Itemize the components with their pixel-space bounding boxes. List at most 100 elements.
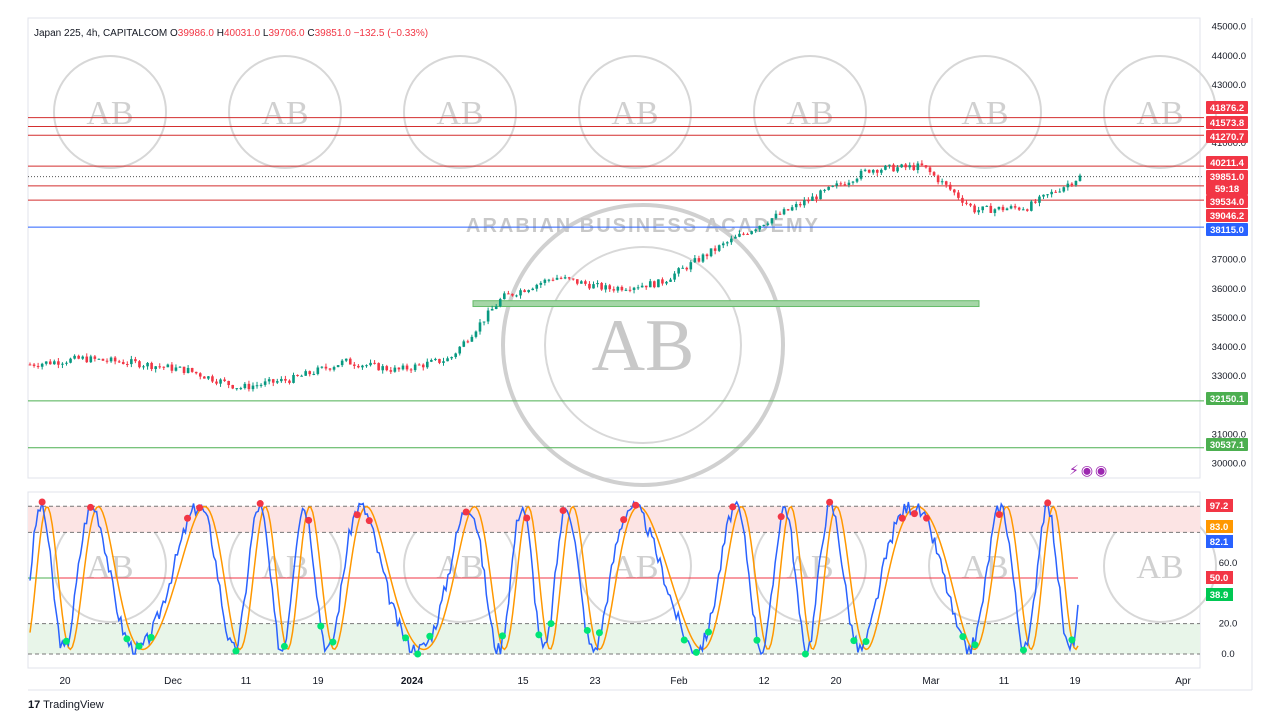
candle-body [53,361,56,365]
stoch-d-line [29,505,1079,651]
price-level-tag [1206,116,1248,129]
candle-body [997,206,1001,210]
price-tick: 41000.0 [1212,138,1246,149]
candle-body [369,362,372,366]
candle-body [28,364,32,366]
candle-body [1070,183,1074,186]
candle-body [681,267,685,269]
time-tick: 23 [589,676,601,687]
candle-body [697,258,701,262]
candle-body [1009,206,1013,209]
candle-body [482,321,486,323]
candle-body [1078,175,1082,181]
candle-body [61,363,64,365]
candle-body [97,358,101,360]
support-zone [472,300,980,308]
overbought-marker [826,498,834,506]
candle-body [811,196,814,201]
candle-body [109,357,113,362]
candle-body [567,277,571,279]
candle-body [194,371,198,374]
candle-body [515,295,518,297]
candle-body [267,379,271,382]
candle-body [547,279,551,281]
candle-body [401,365,405,370]
price-level-label: 39851.0 [1210,172,1244,183]
oversold-marker [280,642,288,650]
symbol-header: Japan 225, 4h, CAPITALCOM O39986.0 H4003… [34,28,429,39]
osc-level-label: 97.2 [1210,501,1229,512]
candle-body [1005,208,1009,211]
candle-body [138,361,141,368]
candle-body [81,356,85,359]
candle-body [766,223,770,225]
watermark-logo: AB [261,95,308,132]
candle-body [713,248,717,251]
candle-body [782,209,786,215]
candle-body [93,356,97,359]
candle-body [442,361,445,363]
candle-body [207,376,210,379]
symbol-title[interactable]: Japan 225, 4h, CAPITALCOM [34,28,168,39]
candle-body [778,213,782,215]
candle-body [77,355,80,359]
candle-body [685,267,689,270]
candle-body [85,356,89,363]
oversold-marker [704,628,712,636]
candle-body [644,285,648,288]
candle-body [409,369,413,371]
candle-body [657,279,660,288]
candle-body [969,203,972,206]
price-level-label: 41270.7 [1210,132,1244,143]
overbought-marker [87,503,95,511]
indicator-icons[interactable]: ⚡◉◉ [1069,462,1110,478]
candle-body [503,293,506,300]
candle-body [1001,206,1005,211]
candle-body [243,383,247,389]
tradingview-logo[interactable]: 17 TradingView [28,699,104,711]
candle-body [900,164,903,168]
close-value: 39851.0 [314,28,351,39]
oversold-marker [329,638,337,646]
change-value: −132.5 (−0.33%) [353,28,429,39]
candle-body [239,388,243,390]
candle-body [948,184,952,190]
candle-body [770,218,774,224]
price-level-label: 40211.4 [1210,158,1245,169]
candle-body [665,281,668,284]
candle-body [117,361,121,363]
candle-body [908,165,912,168]
candle-body [454,353,457,358]
watermark-seal [53,55,167,169]
candle-body [721,243,725,246]
candle-body [1054,191,1057,193]
candle-body [957,192,960,198]
candle-body [32,364,36,366]
candle-body [940,181,944,183]
oversold-marker [499,632,507,640]
candle-body [373,362,376,364]
price-level-tag [1206,209,1248,222]
candle-body [1025,209,1029,211]
time-tick: 20 [830,676,842,687]
candle-body [762,224,766,226]
candle-body [113,357,117,362]
watermark-seal-large [501,203,785,487]
candle-body [867,169,871,173]
candle-body [932,172,936,176]
oversold-marker [583,626,591,634]
time-tick: Feb [670,676,688,687]
candle-body [304,371,307,376]
oversold-marker [595,629,603,637]
candle-body [430,360,433,362]
osc-level-tag [1206,520,1233,533]
candle-body [1038,196,1041,203]
candle-body [478,322,482,332]
candle-body [916,163,920,171]
candle-body [344,358,348,361]
time-tick: 11 [999,676,1010,687]
candle-body [892,164,895,172]
price-level-tag [1206,156,1248,169]
candle-body [130,359,133,365]
